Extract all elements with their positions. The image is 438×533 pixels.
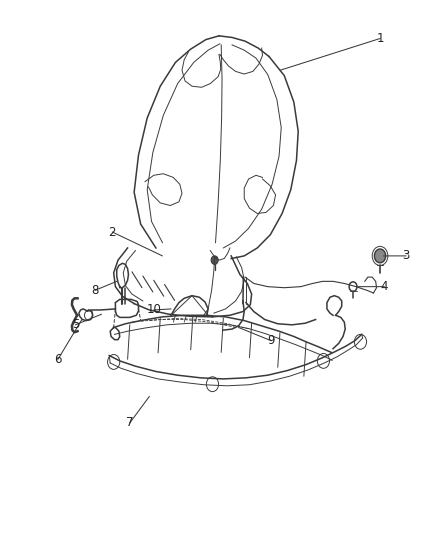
Text: 4: 4 — [381, 280, 388, 293]
Text: 6: 6 — [54, 353, 62, 366]
Circle shape — [374, 249, 386, 263]
Text: 10: 10 — [146, 303, 161, 317]
Circle shape — [211, 256, 218, 264]
Text: 5: 5 — [72, 318, 79, 332]
Text: 7: 7 — [126, 416, 134, 430]
Text: 3: 3 — [403, 249, 410, 262]
Text: 1: 1 — [376, 32, 384, 45]
Text: 9: 9 — [268, 334, 275, 347]
Text: 2: 2 — [109, 225, 116, 239]
Text: 8: 8 — [91, 284, 99, 297]
